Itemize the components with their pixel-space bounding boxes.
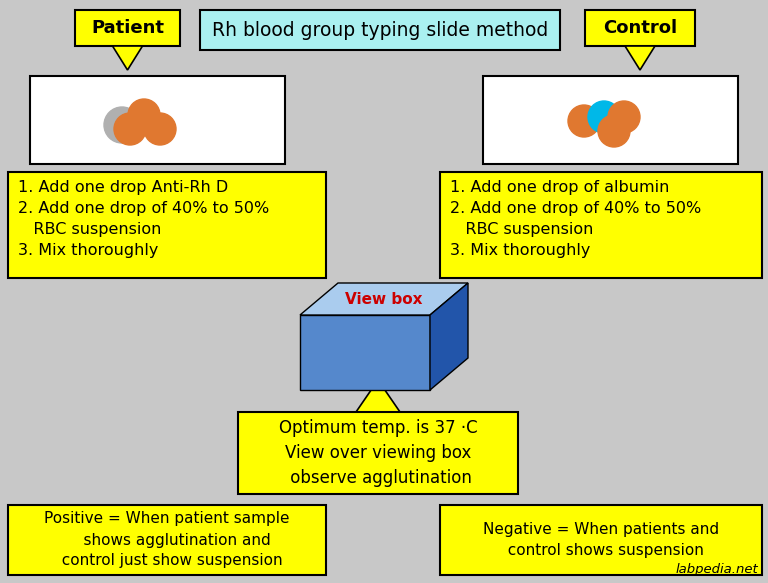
- FancyBboxPatch shape: [238, 412, 518, 494]
- Text: Positive = When patient sample
    shows agglutination and
  control just show s: Positive = When patient sample shows agg…: [45, 511, 290, 568]
- Text: Negative = When patients and
  control shows suspension: Negative = When patients and control sho…: [483, 522, 719, 558]
- Text: Optimum temp. is 37 ·C
View over viewing box
 observe agglutination: Optimum temp. is 37 ·C View over viewing…: [279, 419, 478, 487]
- Text: Rh blood group typing slide method: Rh blood group typing slide method: [212, 20, 548, 40]
- Polygon shape: [356, 380, 400, 412]
- FancyBboxPatch shape: [200, 10, 560, 50]
- FancyBboxPatch shape: [483, 76, 738, 164]
- Circle shape: [598, 115, 630, 147]
- Polygon shape: [300, 283, 468, 315]
- Circle shape: [588, 101, 620, 133]
- Circle shape: [608, 101, 640, 133]
- FancyBboxPatch shape: [440, 505, 762, 575]
- Text: View box: View box: [346, 292, 422, 307]
- Polygon shape: [112, 46, 143, 70]
- Text: 1. Add one drop of albumin
2. Add one drop of 40% to 50%
   RBC suspension
3. Mi: 1. Add one drop of albumin 2. Add one dr…: [450, 180, 701, 258]
- Circle shape: [568, 105, 600, 137]
- Text: Patient: Patient: [91, 19, 164, 37]
- FancyBboxPatch shape: [30, 76, 285, 164]
- FancyBboxPatch shape: [585, 10, 695, 46]
- FancyBboxPatch shape: [8, 505, 326, 575]
- FancyBboxPatch shape: [8, 172, 326, 278]
- Text: Control: Control: [603, 19, 677, 37]
- Polygon shape: [430, 283, 468, 390]
- Polygon shape: [300, 315, 430, 390]
- Circle shape: [144, 113, 176, 145]
- Circle shape: [128, 99, 160, 131]
- Polygon shape: [625, 46, 655, 70]
- FancyBboxPatch shape: [440, 172, 762, 278]
- Text: 1. Add one drop Anti-Rh D
2. Add one drop of 40% to 50%
   RBC suspension
3. Mix: 1. Add one drop Anti-Rh D 2. Add one dro…: [18, 180, 270, 258]
- FancyBboxPatch shape: [75, 10, 180, 46]
- Circle shape: [104, 107, 140, 143]
- Text: labpedia.net: labpedia.net: [675, 563, 758, 576]
- Circle shape: [114, 113, 146, 145]
